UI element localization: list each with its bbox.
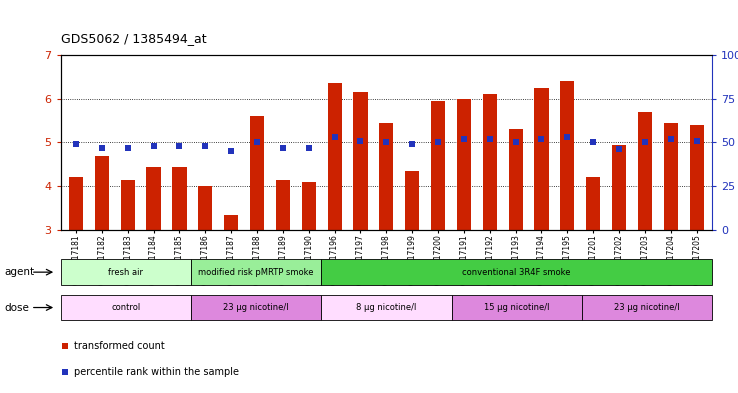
Text: agent: agent <box>4 267 35 277</box>
Bar <box>321 259 712 285</box>
Bar <box>61 295 191 320</box>
Text: percentile rank within the sample: percentile rank within the sample <box>74 367 239 377</box>
Bar <box>689 125 704 361</box>
Bar <box>302 182 316 361</box>
Bar <box>69 177 83 361</box>
Bar <box>120 180 135 361</box>
Text: conventional 3R4F smoke: conventional 3R4F smoke <box>463 268 571 277</box>
Bar <box>61 259 191 285</box>
Bar <box>199 186 213 361</box>
Bar <box>191 295 321 320</box>
Bar <box>173 167 187 361</box>
Bar <box>250 116 264 361</box>
Bar <box>276 180 290 361</box>
Bar <box>321 295 452 320</box>
Bar <box>354 92 368 361</box>
Bar <box>379 123 393 361</box>
Bar <box>328 83 342 361</box>
Bar <box>582 295 712 320</box>
Bar <box>508 129 523 361</box>
Text: control: control <box>111 303 140 312</box>
Text: 8 μg nicotine/l: 8 μg nicotine/l <box>356 303 416 312</box>
Bar <box>94 156 109 361</box>
Bar <box>431 101 445 361</box>
Text: GDS5062 / 1385494_at: GDS5062 / 1385494_at <box>61 32 206 45</box>
Text: 15 μg nicotine/l: 15 μg nicotine/l <box>484 303 549 312</box>
Text: dose: dose <box>4 303 30 312</box>
Bar <box>534 88 548 361</box>
Bar <box>586 177 600 361</box>
Text: modified risk pMRTP smoke: modified risk pMRTP smoke <box>199 268 314 277</box>
Text: fresh air: fresh air <box>108 268 143 277</box>
Bar <box>483 94 497 361</box>
Bar <box>405 171 419 361</box>
Text: 23 μg nicotine/l: 23 μg nicotine/l <box>614 303 680 312</box>
Bar <box>191 259 321 285</box>
Bar <box>560 81 574 361</box>
Text: 23 μg nicotine/l: 23 μg nicotine/l <box>223 303 289 312</box>
Bar <box>457 99 471 361</box>
Bar <box>452 295 582 320</box>
Bar <box>147 167 161 361</box>
Bar <box>663 123 678 361</box>
Bar <box>638 112 652 361</box>
Text: transformed count: transformed count <box>74 342 165 351</box>
Bar <box>612 145 626 361</box>
Bar <box>224 215 238 361</box>
